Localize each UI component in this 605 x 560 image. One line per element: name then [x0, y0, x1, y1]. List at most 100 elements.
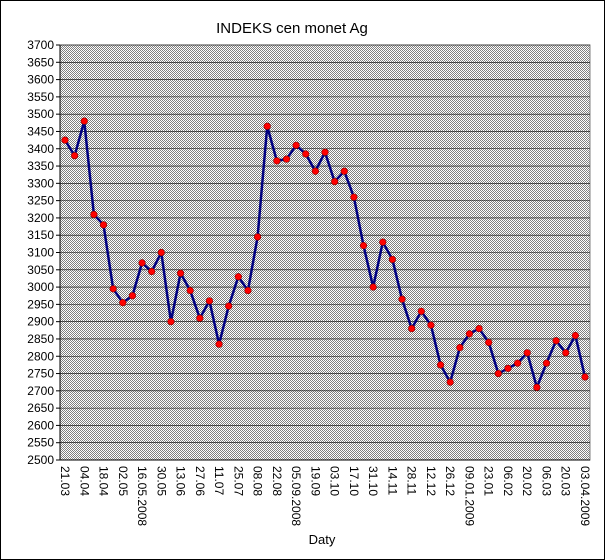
y-tick-label: 2650 — [27, 401, 54, 415]
y-tick-label: 3600 — [27, 73, 54, 87]
point — [533, 383, 541, 391]
x-tick-label: 25.07 — [231, 466, 245, 496]
x-tick-label: 20.02 — [520, 466, 534, 496]
point — [273, 157, 281, 165]
point — [475, 324, 483, 333]
point — [446, 378, 454, 386]
point — [581, 373, 589, 381]
point — [80, 117, 88, 125]
point — [504, 364, 512, 372]
point — [205, 297, 214, 305]
y-tick-label: 3450 — [27, 124, 54, 138]
point — [176, 269, 185, 277]
point — [485, 338, 493, 347]
point — [379, 238, 387, 246]
x-tick-label: 13.06 — [174, 466, 188, 496]
point — [523, 349, 531, 357]
point — [494, 369, 502, 378]
y-tick-label: 3300 — [27, 176, 54, 190]
y-tick-label: 3050 — [27, 263, 54, 277]
point — [138, 259, 146, 267]
y-tick-label: 2700 — [27, 384, 54, 398]
y-tick-label: 3700 — [27, 38, 54, 52]
y-tick-label: 2500 — [27, 453, 54, 467]
y-tick-label: 3500 — [27, 107, 54, 121]
x-tick-label: 31.10 — [366, 466, 380, 496]
point — [408, 324, 416, 333]
y-tick-label: 3400 — [27, 142, 54, 156]
y-tick-label: 2550 — [27, 436, 54, 450]
x-tick-label: 16.05.2008 — [135, 466, 149, 526]
point — [562, 349, 570, 357]
point — [225, 302, 233, 310]
x-tick-label: 14.11 — [385, 466, 399, 495]
point — [234, 273, 242, 281]
x-tick-label: 30.05 — [154, 466, 168, 496]
y-tick-label: 2750 — [27, 367, 54, 381]
point — [571, 331, 579, 340]
point — [369, 283, 377, 291]
point — [465, 330, 474, 338]
x-tick-label: 06.03 — [539, 466, 553, 496]
y-tick-label: 2800 — [27, 349, 54, 363]
x-tick-label: 27.06 — [193, 466, 207, 496]
x-tick-label: 05.09.2008 — [289, 466, 303, 526]
point — [388, 255, 397, 264]
y-tick-label: 2900 — [27, 315, 54, 329]
y-tick-label: 3550 — [27, 90, 54, 104]
x-tick-label: 03.10 — [328, 466, 342, 496]
x-tick-label: 23.01 — [482, 466, 496, 496]
point — [148, 267, 156, 276]
y-tick-label: 2600 — [27, 418, 54, 432]
y-tick-label: 3250 — [27, 194, 54, 208]
point — [119, 299, 127, 307]
x-tick-label: 22.08 — [270, 466, 284, 496]
point — [513, 359, 522, 367]
point — [244, 286, 252, 295]
point — [196, 314, 204, 322]
y-tick-label: 3650 — [27, 55, 54, 69]
point — [417, 307, 425, 315]
point — [71, 152, 79, 160]
x-tick-label: 04.04 — [77, 466, 91, 496]
point — [456, 344, 464, 352]
point — [340, 167, 348, 175]
y-tick-label: 2850 — [27, 332, 54, 346]
x-tick-label: 06.02 — [501, 466, 515, 496]
x-tick-label: 08.08 — [251, 466, 265, 496]
y-tick-label: 3100 — [27, 246, 54, 260]
point — [263, 122, 271, 130]
y-tick-label: 3150 — [27, 228, 54, 242]
point — [436, 361, 445, 369]
point — [282, 155, 291, 163]
point — [186, 286, 194, 295]
point — [109, 285, 117, 293]
x-tick-label: 02.05 — [116, 466, 130, 496]
x-tick-label: 12.12 — [424, 466, 438, 496]
x-tick-label: 03.04.2009 — [578, 466, 592, 526]
point — [253, 233, 262, 241]
y-tick-label: 3350 — [27, 159, 54, 173]
point — [359, 241, 368, 250]
chart-title: INDEKS cen monet Ag — [216, 20, 368, 37]
x-tick-label: 20.03 — [559, 466, 573, 496]
x-tick-label: 28.11 — [405, 466, 419, 495]
x-tick-label: 21.03 — [58, 466, 72, 496]
point — [90, 210, 98, 219]
x-axis-label: Daty — [309, 532, 336, 547]
point — [398, 295, 406, 303]
x-tick-label: 19.09 — [308, 466, 322, 496]
point — [167, 318, 175, 326]
y-tick-label: 3200 — [27, 211, 54, 225]
x-tick-label: 17.10 — [347, 466, 361, 496]
y-tick-label: 3000 — [27, 280, 54, 294]
point — [427, 321, 435, 329]
point — [128, 292, 137, 300]
point — [321, 148, 329, 156]
point — [331, 178, 339, 186]
point — [542, 359, 551, 367]
point — [61, 136, 69, 144]
y-tick-label: 2950 — [27, 297, 54, 311]
x-tick-label: 26.12 — [443, 466, 457, 496]
